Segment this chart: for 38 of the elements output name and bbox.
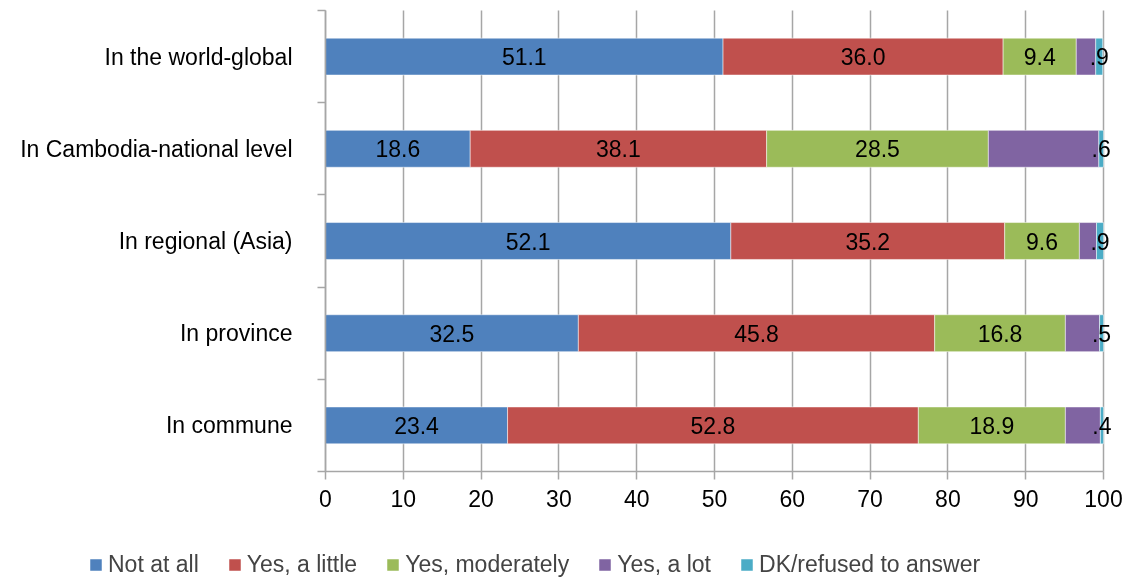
x-tick-label: 0: [319, 485, 332, 512]
x-tick-label: 70: [857, 485, 883, 512]
x-tick-label: 100: [1084, 485, 1123, 512]
y-tick-label: In regional (Asia): [118, 228, 293, 254]
y-tick-label: In province: [179, 320, 293, 347]
x-tick-label: 60: [779, 485, 806, 512]
data-label: 28.5: [855, 136, 900, 163]
legend-label: Yes, a lot: [617, 551, 712, 578]
y-tick-label: In commune: [165, 412, 293, 439]
data-label: 32.5: [429, 320, 475, 347]
data-label: 16.8: [977, 320, 1023, 347]
data-label: 36.0: [840, 44, 886, 71]
x-tick-label: 50: [701, 485, 728, 512]
data-label: .5: [1091, 320, 1112, 347]
data-label: 18.9: [969, 412, 1015, 439]
data-label: 38.1: [596, 136, 641, 163]
x-tick-label: 20: [468, 485, 494, 512]
data-label: 9.6: [1026, 228, 1059, 255]
y-tick-label: In the world-global: [104, 43, 293, 70]
legend-label: DK/refused to answer: [759, 551, 981, 578]
legend-label: Yes, moderately: [405, 551, 570, 578]
x-tick-label: 90: [1012, 485, 1039, 512]
legend-label: Yes, a little: [246, 551, 358, 578]
data-label: 51.1: [501, 44, 547, 71]
y-tick-label: In Cambodia-national level: [20, 135, 293, 162]
x-tick-label: 80: [935, 485, 961, 512]
x-tick-label: 30: [546, 485, 572, 512]
data-label: .4: [1092, 412, 1112, 439]
data-label: 18.6: [375, 136, 421, 163]
data-label: 23.4: [394, 412, 440, 439]
x-tick-label: 10: [390, 485, 417, 512]
data-label: 52.1: [505, 228, 551, 255]
data-label: 52.8: [690, 412, 736, 439]
data-label: 45.8: [734, 320, 779, 347]
data-label: 9.4: [1023, 44, 1056, 71]
x-tick-label: 40: [623, 485, 650, 512]
data-label: 35.2: [845, 228, 891, 255]
legend-label: Not at all: [108, 551, 199, 578]
